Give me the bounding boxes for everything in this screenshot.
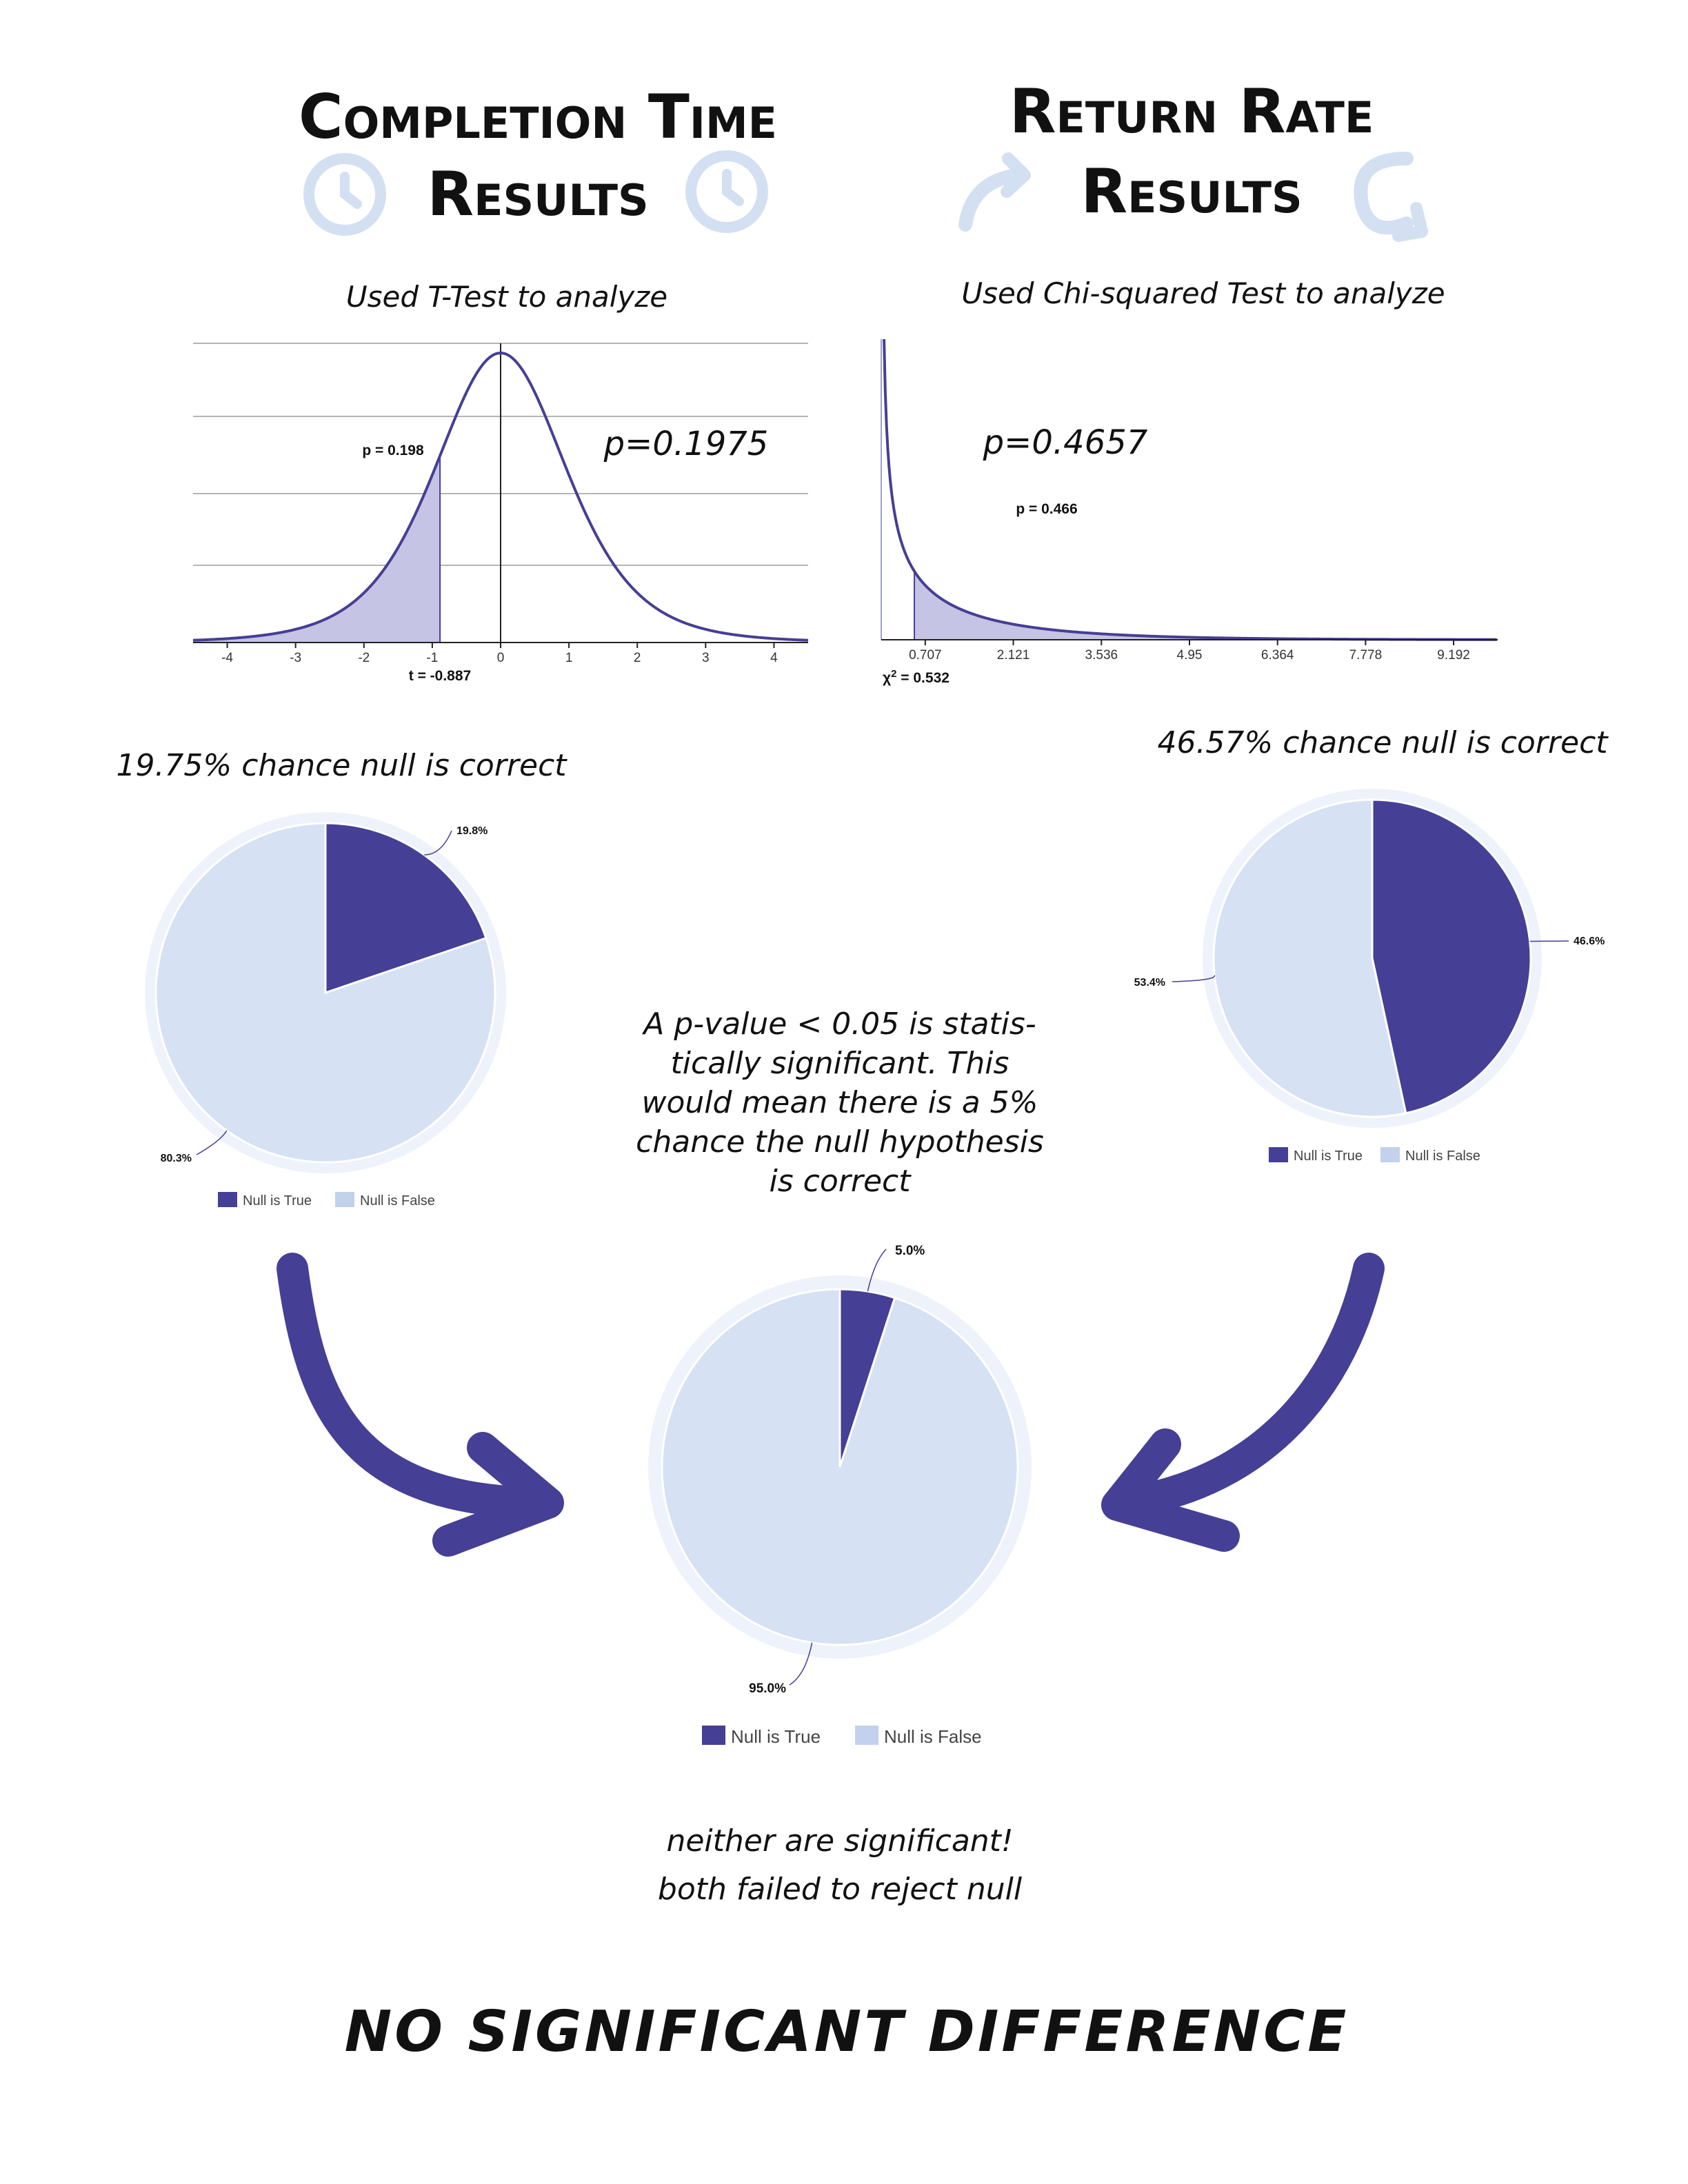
shaded-area bbox=[193, 456, 441, 643]
significance-line-4: chance the null hypothesis bbox=[636, 1124, 1044, 1160]
completion-title-line2: Results bbox=[427, 159, 648, 230]
x-tick-label: 4 bbox=[770, 651, 778, 665]
clock-icon bbox=[303, 153, 386, 236]
x-tick-label: -4 bbox=[221, 651, 233, 665]
leader-line bbox=[867, 1248, 887, 1292]
completion-title-line1: Completion Time bbox=[299, 81, 777, 152]
slice-label: 46.6% bbox=[1574, 936, 1605, 947]
legend-entry: Null is False bbox=[360, 1193, 435, 1209]
pie-legend: Null is True Null is False bbox=[702, 1726, 982, 1747]
t-stat-label: t = -0.887 bbox=[409, 668, 471, 684]
x-tick-label: 4.95 bbox=[1177, 648, 1203, 663]
pie-legend: Null is True Null is False bbox=[1269, 1147, 1480, 1164]
significance-line-3: would mean there is a 5% bbox=[642, 1085, 1038, 1120]
chi-squared-chart: p=0.4657 p = 0.466 χ2 = 0.532 0.707 2.121… bbox=[881, 338, 1498, 687]
legend-entry: Null is True bbox=[243, 1193, 312, 1209]
pie-slice bbox=[1212, 798, 1407, 1118]
significance-line-2: tically significant. This bbox=[671, 1046, 1009, 1081]
x-tick-label: 0.707 bbox=[909, 648, 942, 663]
return-title-line1: Return Rate bbox=[1009, 76, 1374, 147]
leader-line bbox=[196, 1130, 228, 1155]
x-tick-label: 3 bbox=[702, 651, 710, 665]
x-tick-label: 0 bbox=[497, 651, 505, 665]
significance-line-1: A p-value < 0.05 is statis- bbox=[641, 1007, 1036, 1042]
chisq-p-annotation: p = 0.466 bbox=[1016, 501, 1077, 517]
x-tick-label: 6.364 bbox=[1261, 648, 1294, 663]
legend-entry: Null is False bbox=[1405, 1149, 1480, 1164]
t-p-annotation: p = 0.198 bbox=[362, 443, 424, 458]
pie-chart-return: 46.6% 53.4% Null is True Null is False bbox=[1134, 789, 1605, 1164]
density-curve bbox=[883, 338, 1497, 641]
null-chance-note-left: 19.75% chance null is correct bbox=[116, 748, 567, 783]
leader-line bbox=[789, 1642, 813, 1686]
x-tick-label: 9.192 bbox=[1437, 648, 1470, 663]
legend-swatch bbox=[335, 1192, 354, 1207]
legend-entry: Null is False bbox=[884, 1726, 982, 1747]
x-tick-label: -1 bbox=[426, 651, 438, 665]
legend-swatch bbox=[218, 1192, 237, 1207]
return-title-line2: Results bbox=[1081, 156, 1302, 227]
refresh-icon bbox=[958, 152, 1031, 232]
x-tick-label: 1 bbox=[565, 651, 573, 665]
x-tick-label: -2 bbox=[358, 651, 370, 665]
ttest-note: Used T-Test to analyze bbox=[346, 280, 667, 314]
curved-arrow-icon bbox=[1101, 1253, 1385, 1552]
leader-line bbox=[424, 830, 452, 856]
slice-label: 19.8% bbox=[456, 825, 488, 837]
pie-slice bbox=[661, 1288, 1019, 1646]
slice-label: 95.0% bbox=[749, 1681, 786, 1696]
slice-label: 53.4% bbox=[1134, 977, 1165, 989]
conclusion-line-2: both failed to reject null bbox=[658, 1872, 1023, 1907]
pie-legend: Null is True Null is False bbox=[218, 1192, 435, 1209]
shaded-area bbox=[914, 571, 1498, 640]
refresh-icon bbox=[1354, 152, 1428, 242]
clock-icon bbox=[685, 150, 768, 233]
chisq-p-note: p=0.4657 bbox=[983, 423, 1148, 462]
pie-slice bbox=[154, 822, 496, 1164]
final-heading: NO SIGNIFICANT DIFFERENCE bbox=[345, 1999, 1349, 2065]
legend-swatch bbox=[1380, 1147, 1400, 1162]
chisq-note: Used Chi-squared Test to analyze bbox=[961, 276, 1445, 310]
null-chance-note-right: 46.57% chance null is correct bbox=[1157, 725, 1609, 760]
legend-entry: Null is True bbox=[731, 1726, 821, 1747]
slice-label: 80.3% bbox=[161, 1153, 192, 1164]
legend-swatch bbox=[1269, 1147, 1288, 1162]
pie-slice bbox=[1371, 798, 1532, 1115]
legend-swatch bbox=[855, 1726, 878, 1745]
x-tick-label: 2 bbox=[634, 651, 641, 665]
conclusion-line-1: neither are significant! bbox=[666, 1823, 1013, 1859]
x-tick-label: 2.121 bbox=[997, 648, 1030, 663]
x-tick-label: -3 bbox=[290, 651, 301, 665]
density-curve bbox=[192, 351, 809, 642]
legend-swatch bbox=[702, 1726, 725, 1745]
leader-line bbox=[1172, 975, 1216, 982]
ttest-p-note: p=0.1975 bbox=[603, 425, 769, 463]
pie-chart-threshold: 5.0% 95.0% Null is True Null is False bbox=[648, 1244, 1032, 1747]
legend-entry: Null is True bbox=[1294, 1149, 1363, 1164]
pie-chart-completion: 19.8% 80.3% Null is True Null is False bbox=[145, 812, 506, 1209]
significance-line-5: is correct bbox=[770, 1164, 912, 1199]
t-distribution-chart: p=0.1975 p = 0.198 t = -0.887 -4 -3 -2 -1 0 1… bbox=[192, 343, 809, 684]
x-tick-label: 3.536 bbox=[1085, 648, 1118, 663]
x-tick-label: 7.778 bbox=[1349, 648, 1383, 663]
curved-arrow-icon bbox=[277, 1253, 564, 1557]
chisq-stat-label: χ2 = 0.532 bbox=[883, 668, 950, 687]
slice-label: 5.0% bbox=[895, 1244, 925, 1258]
